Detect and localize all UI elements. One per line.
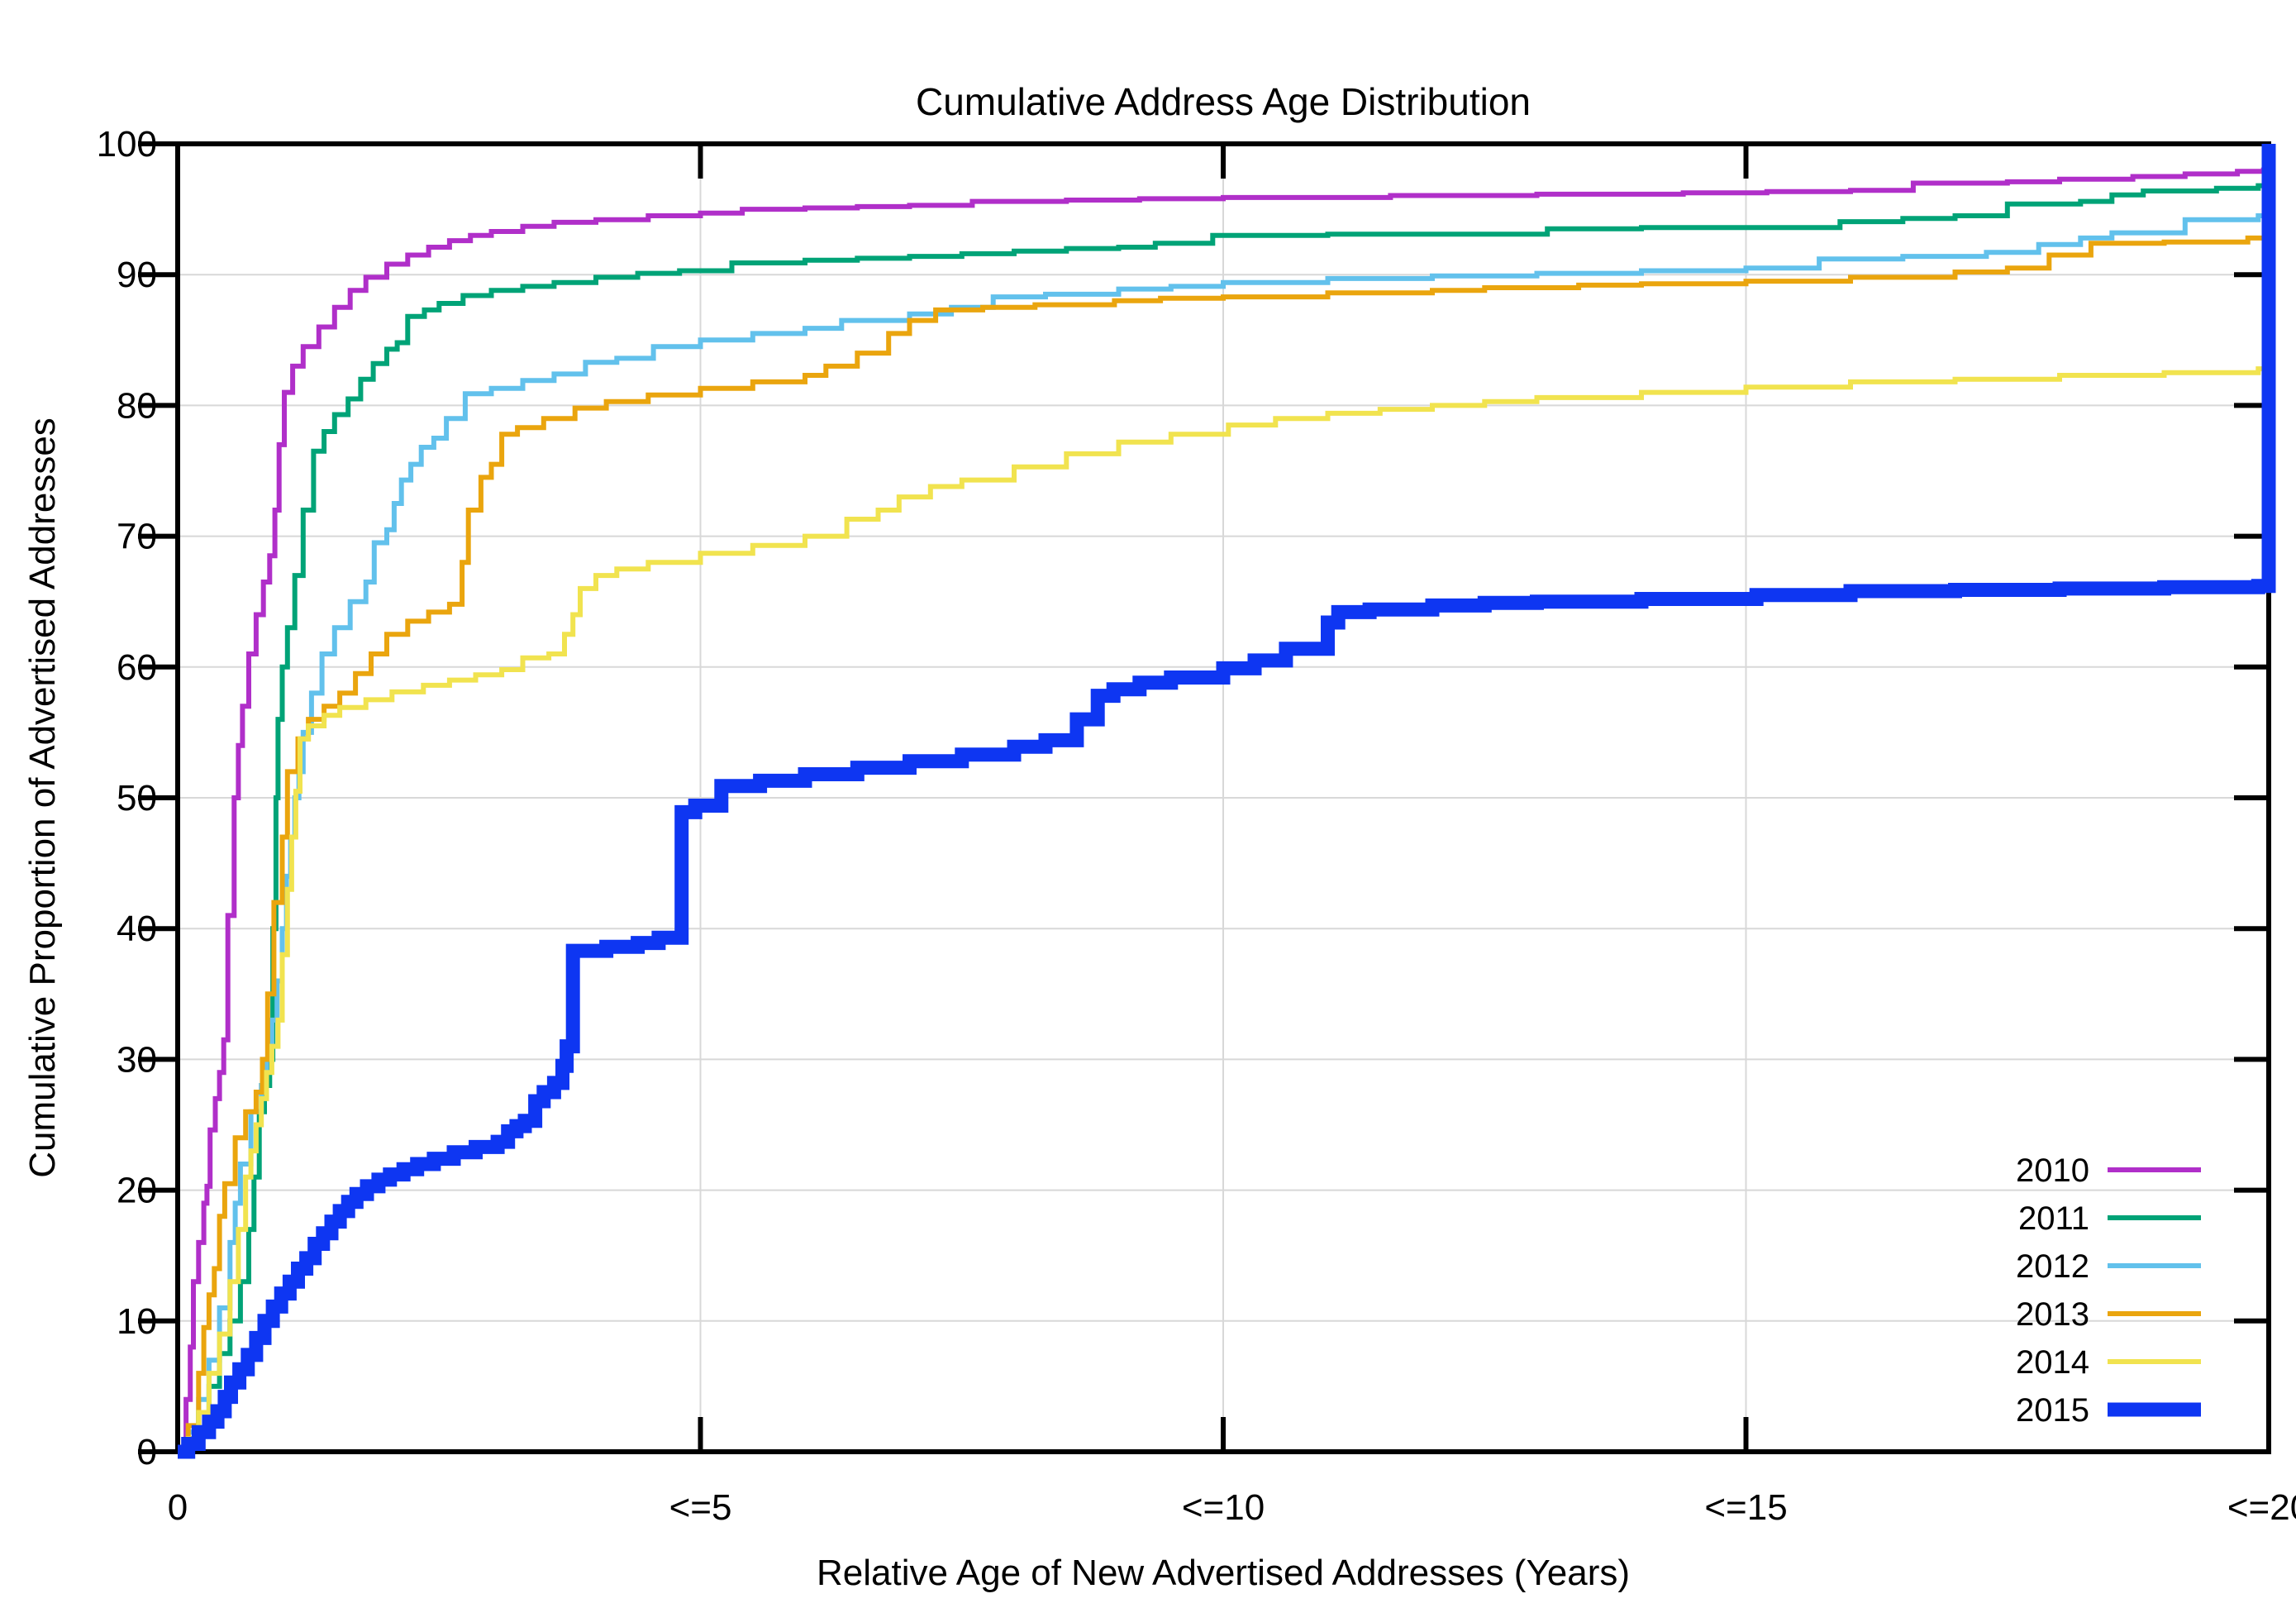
legend-label-2015: 2015 (2016, 1392, 2089, 1429)
chart-title: Cumulative Address Age Distribution (915, 80, 1531, 123)
plot-border (175, 141, 2271, 1454)
y-tick-label: 90 (117, 255, 157, 295)
y-tick-label: 40 (117, 909, 157, 949)
legend-label-2012: 2012 (2016, 1248, 2089, 1285)
y-tick-label: 80 (117, 385, 157, 426)
y-tick-label: 70 (117, 517, 157, 557)
x-axis-title: Relative Age of New Advertised Addresses… (816, 1553, 1631, 1593)
y-tick-label: 10 (117, 1301, 157, 1342)
series-2015 (178, 144, 2276, 1459)
x-tick-label: <=15 (1704, 1487, 1787, 1528)
y-tick-label: 30 (117, 1039, 157, 1080)
legend-label-2011: 2011 (2018, 1200, 2089, 1237)
y-tick-label: 0 (137, 1432, 157, 1472)
legend-label-2014: 2014 (2016, 1344, 2089, 1381)
x-tick-label: <=10 (1182, 1487, 1265, 1528)
y-tick-label: 60 (117, 647, 157, 688)
y-tick-label: 20 (117, 1171, 157, 1211)
y-tick-label: 50 (117, 778, 157, 818)
legend-label-2013: 2013 (2016, 1296, 2089, 1333)
series-2010 (178, 144, 2271, 1454)
x-tick-label: <=20 (2227, 1487, 2296, 1528)
series-2013 (178, 144, 2271, 1454)
y-tick-label: 100 (97, 124, 157, 165)
series-2014 (178, 144, 2271, 1454)
legend-label-2010: 2010 (2016, 1152, 2089, 1189)
x-tick-label: <=5 (669, 1487, 732, 1528)
x-tick-label: 0 (168, 1487, 188, 1528)
